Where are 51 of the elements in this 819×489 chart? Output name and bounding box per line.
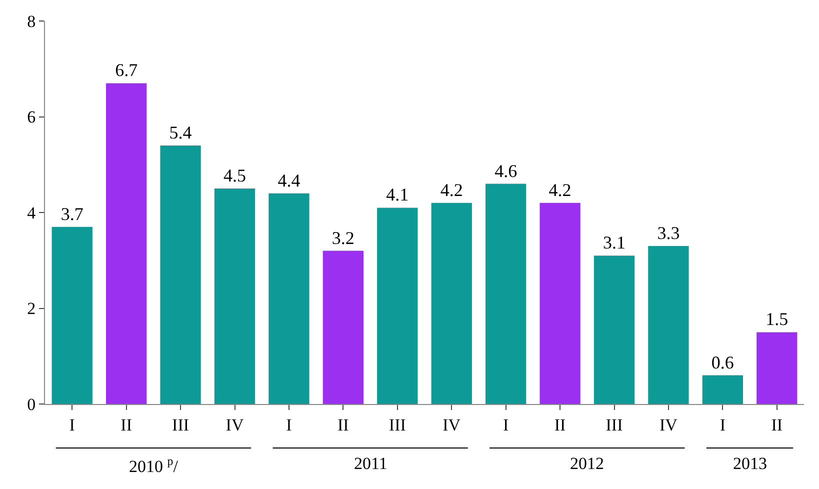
data-label: 4.5: [224, 166, 246, 186]
bar: [160, 145, 201, 404]
bar: [268, 193, 310, 404]
x-tick-label: III: [172, 415, 190, 434]
bar: [540, 202, 580, 404]
y-tick-label: 2: [27, 299, 36, 318]
data-label: 3.1: [603, 232, 626, 253]
x-tick-label: I: [502, 415, 509, 434]
bar: [377, 208, 418, 404]
x-tick-label: IV: [442, 415, 462, 434]
data-label: 3.2: [332, 228, 354, 248]
bar: [485, 184, 526, 404]
data-label: 4.4: [278, 170, 300, 190]
data-label: 4.2: [440, 180, 463, 200]
data-label: 5.4: [169, 122, 192, 142]
y-tick-label: 8: [27, 12, 36, 31]
bar: [431, 202, 472, 404]
text: 2011: [354, 454, 388, 473]
data-label: 3.7: [60, 204, 84, 224]
x-tick-label: III: [606, 415, 624, 434]
text: 2013: [733, 454, 767, 473]
y-tick-label: 4: [27, 203, 36, 222]
x-tick-label: II: [120, 415, 132, 434]
x-tick-label: IV: [226, 415, 244, 434]
bar: [52, 226, 92, 404]
bar: [648, 246, 689, 404]
data-label: 4.2: [548, 180, 572, 200]
data-label: 4.1: [386, 184, 409, 205]
y-tick-label: 0: [27, 394, 36, 414]
x-tick-label: II: [338, 415, 350, 434]
x-tick-label: I: [286, 415, 292, 434]
text: 2012: [570, 454, 604, 473]
data-label: 1.5: [766, 309, 788, 330]
data-label: 0.6: [711, 352, 734, 372]
data-label: 3.3: [657, 223, 680, 244]
text: 2010 $^{p}$/: [129, 454, 178, 476]
bar: [322, 250, 364, 404]
y-tick-label: 6: [27, 108, 36, 127]
x-tick-label: II: [554, 415, 566, 434]
x-tick-label: IV: [659, 415, 678, 434]
x-tick-label: III: [388, 415, 406, 434]
bar: [214, 188, 256, 404]
bar: [106, 83, 147, 404]
x-tick-label: I: [720, 415, 726, 434]
bar: [702, 375, 744, 404]
x-tick-label: II: [771, 415, 783, 434]
bar: [594, 256, 635, 404]
bar: [756, 332, 798, 404]
data-label: 6.7: [115, 60, 138, 80]
x-tick-label: I: [69, 415, 76, 434]
data-label: 4.6: [494, 160, 518, 181]
